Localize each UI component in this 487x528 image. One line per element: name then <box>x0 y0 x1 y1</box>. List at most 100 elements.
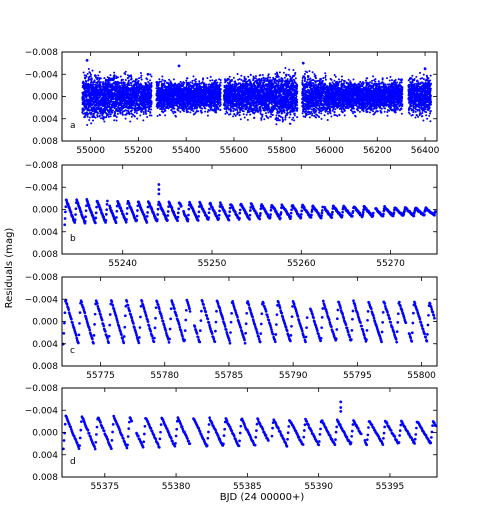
data-point <box>150 100 153 103</box>
data-point <box>219 88 222 91</box>
data-point <box>136 117 139 120</box>
data-point <box>119 75 122 78</box>
data-point <box>219 108 222 111</box>
data-point <box>111 111 114 114</box>
data-point <box>161 75 164 78</box>
data-point <box>185 79 188 82</box>
data-point <box>140 74 143 77</box>
data-point <box>240 79 243 82</box>
x-axis-label: BJD (24 00000+) <box>220 492 305 503</box>
data-point <box>204 110 207 113</box>
data-point <box>150 89 153 92</box>
data-point <box>219 95 222 98</box>
data-point <box>121 78 124 81</box>
data-point <box>91 69 94 72</box>
data-point <box>85 75 88 78</box>
data-point <box>99 81 102 84</box>
data-point <box>118 81 121 84</box>
data-point <box>242 107 245 110</box>
data-point <box>236 109 239 112</box>
data-point <box>171 110 174 113</box>
data-point <box>219 84 222 87</box>
data-point <box>200 111 203 114</box>
data-point <box>99 77 102 80</box>
data-point <box>112 109 114 112</box>
data-point <box>98 71 101 74</box>
data-point <box>86 123 89 126</box>
data-point <box>136 97 139 100</box>
data-point <box>140 78 143 81</box>
data-point <box>197 110 200 113</box>
data-point <box>206 110 209 113</box>
data-point <box>103 77 106 80</box>
data-point <box>224 104 227 107</box>
data-point <box>168 78 171 81</box>
data-point <box>87 67 90 70</box>
data-point <box>191 107 194 110</box>
data-point <box>82 112 85 115</box>
data-point <box>192 75 195 78</box>
data-point <box>97 112 100 115</box>
data-point <box>92 114 95 117</box>
data-point <box>90 77 93 80</box>
data-point <box>109 113 112 116</box>
data-point <box>204 107 207 110</box>
data-point <box>150 84 153 87</box>
data-point <box>193 84 196 87</box>
data-point <box>139 114 142 117</box>
data-point <box>92 119 95 122</box>
data-point <box>139 72 142 75</box>
data-point <box>82 96 85 99</box>
data-point <box>150 81 153 84</box>
data-point <box>108 81 111 84</box>
data-point <box>206 114 209 117</box>
data-point <box>135 112 138 115</box>
data-point <box>224 103 227 106</box>
data-point <box>82 83 85 86</box>
data-point <box>240 74 243 77</box>
data-point <box>234 80 237 83</box>
data-points-a <box>81 58 433 126</box>
data-point <box>107 115 110 118</box>
data-point <box>149 111 152 114</box>
data-point <box>124 73 127 76</box>
data-point <box>183 81 186 84</box>
data-point <box>150 114 153 117</box>
data-point <box>94 116 97 119</box>
data-point <box>239 118 242 121</box>
data-point <box>238 111 241 114</box>
data-point <box>88 116 91 119</box>
data-point <box>174 82 177 85</box>
data-point <box>150 92 153 95</box>
data-point <box>109 115 112 118</box>
data-point <box>164 114 167 117</box>
data-point <box>210 106 213 109</box>
data-point <box>113 71 116 74</box>
data-point <box>224 112 227 115</box>
data-point <box>194 78 197 81</box>
data-point <box>174 115 177 118</box>
data-point <box>116 76 119 79</box>
data-point <box>231 85 234 88</box>
data-point <box>227 104 230 107</box>
data-point <box>232 76 235 79</box>
data-point <box>95 86 98 89</box>
data-point <box>249 74 252 76</box>
data-point <box>130 84 133 87</box>
data-point <box>231 83 234 86</box>
data-point <box>179 110 182 113</box>
data-point <box>115 119 118 122</box>
data-point <box>141 84 144 87</box>
data-point <box>160 108 163 111</box>
data-point <box>215 108 218 111</box>
data-point <box>217 107 220 110</box>
data-point <box>172 78 175 81</box>
data-point <box>92 83 95 86</box>
data-point <box>113 119 116 122</box>
data-point <box>198 80 201 83</box>
data-point <box>142 113 145 116</box>
data-point <box>226 111 229 114</box>
data-point <box>205 83 207 86</box>
data-point <box>182 110 185 113</box>
data-point <box>135 78 138 81</box>
